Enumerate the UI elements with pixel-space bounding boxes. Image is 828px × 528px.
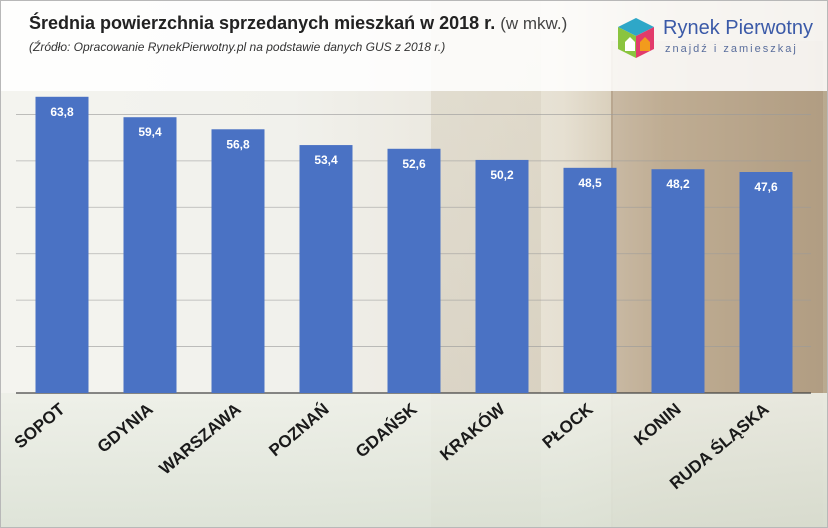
background-header: [1, 1, 827, 91]
chart-source: (Źródło: Opracowanie RynekPierwotny.pl n…: [29, 40, 446, 54]
data-label-2: 59,4: [138, 125, 162, 139]
data-label-8: 48,2: [666, 177, 690, 191]
bar-2: [123, 117, 177, 393]
data-label-3: 56,8: [226, 137, 250, 151]
bar-1: [35, 96, 89, 394]
category-label-1: SOPOT: [11, 399, 69, 452]
data-label-6: 50,2: [490, 168, 514, 182]
data-label-7: 48,5: [578, 176, 602, 190]
bar-6: [475, 159, 529, 393]
data-label-9: 47,6: [754, 180, 778, 194]
house-cube-icon: [618, 18, 654, 58]
category-label-8: KONIN: [630, 400, 684, 450]
logo-name: Rynek Pierwotny: [663, 17, 814, 39]
category-label-5: GDAŃSK: [352, 399, 421, 461]
bar-4: [299, 145, 353, 393]
category-label-6: KRAKÓW: [436, 399, 509, 465]
bar-8: [651, 169, 705, 393]
category-label-4: POZNAŃ: [265, 400, 332, 461]
bar-9: [739, 172, 793, 393]
data-label-4: 53,4: [314, 153, 338, 167]
data-label-5: 52,6: [402, 157, 426, 171]
bar-3: [211, 129, 265, 394]
background-bottom: [1, 393, 827, 527]
category-label-2: GDYNIA: [94, 400, 157, 457]
data-label-1: 63,8: [50, 105, 74, 119]
logo-tagline: znajdź i zamieszkaj: [665, 43, 798, 55]
logo: Rynek Pierwotny znajdź i zamieszkaj: [613, 15, 813, 67]
chart-title-unit: (w mkw.): [500, 14, 568, 33]
category-label-3: WARSZAWA: [156, 400, 245, 479]
chart-title-main: Średnia powierzchnia sprzedanych mieszka…: [29, 13, 496, 33]
chart-title: Średnia powierzchnia sprzedanych mieszka…: [29, 13, 567, 34]
bar-7: [563, 167, 617, 393]
bar-5: [387, 148, 441, 393]
category-label-7: PŁOCK: [539, 399, 597, 452]
